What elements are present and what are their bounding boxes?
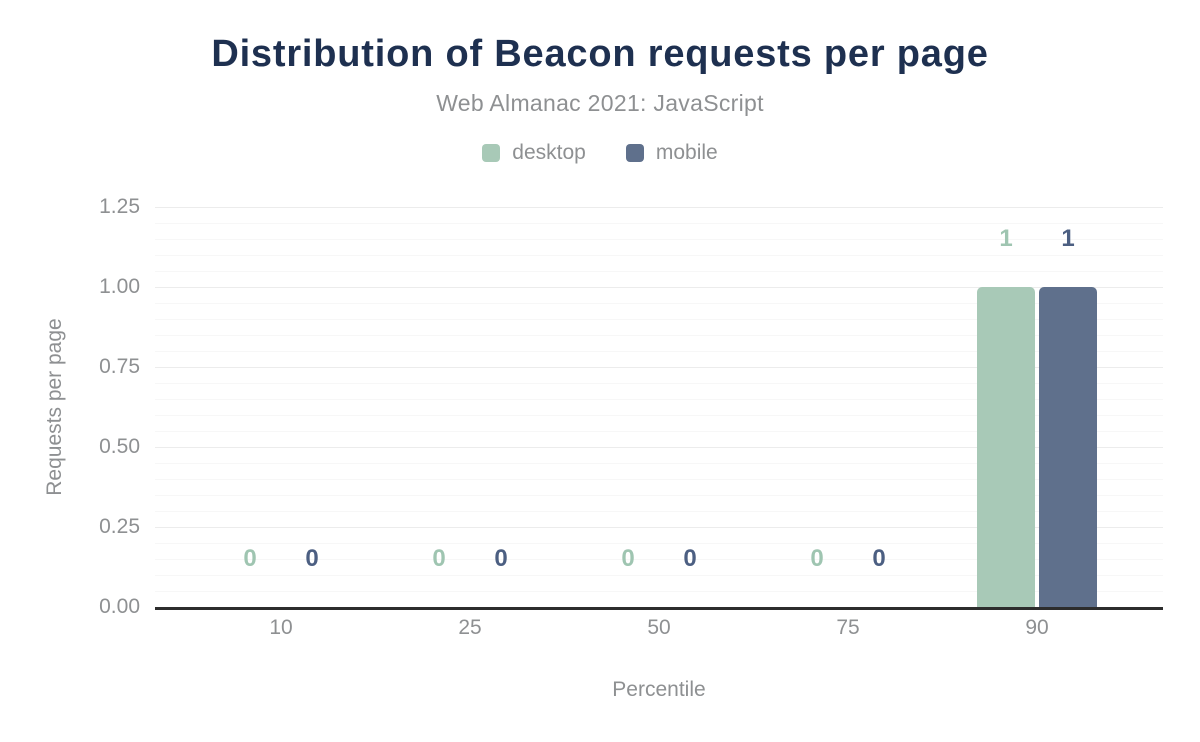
x-tick-label: 10	[269, 616, 293, 639]
legend: desktop mobile	[0, 141, 1200, 165]
bar-value-label: 0	[494, 545, 508, 572]
y-tick-label: 0.00	[99, 595, 140, 618]
bar-desktop-p90[interactable]	[977, 287, 1035, 607]
legend-swatch	[482, 144, 501, 162]
bar-value-label: 0	[305, 545, 319, 572]
chart-title: Distribution of Beacon requests per page	[211, 33, 989, 75]
bar-mobile-p90[interactable]	[1039, 287, 1097, 607]
x-tick-label: 50	[647, 616, 671, 639]
legend-swatch	[625, 144, 644, 162]
y-tick-label: 1.25	[99, 195, 140, 218]
y-axis-title: Requests per page	[43, 318, 66, 496]
bar-value-label: 0	[683, 545, 697, 572]
y-tick-label: 1.00	[99, 275, 140, 298]
y-tick-label: 0.50	[99, 435, 140, 458]
legend-item-mobile[interactable]: mobile	[625, 141, 718, 165]
x-tick-label: 90	[1025, 616, 1049, 639]
legend-label: desktop	[512, 141, 586, 164]
y-tick-label: 0.25	[99, 515, 140, 538]
chart-subtitle: Web Almanac 2021: JavaScript	[436, 90, 764, 116]
bar-value-label: 0	[872, 545, 886, 572]
y-tick-label: 0.75	[99, 355, 140, 378]
plot-area: 0 0 0 0 1 0 0 0 0 1	[155, 207, 1163, 610]
x-axis-title: Percentile	[612, 678, 706, 701]
bar-value-label: 1	[999, 225, 1013, 252]
x-tick-label: 25	[458, 616, 482, 639]
x-tick-label: 75	[836, 616, 860, 639]
legend-label: mobile	[655, 141, 718, 164]
legend-item-desktop[interactable]: desktop	[482, 141, 586, 165]
bar-value-label: 0	[621, 545, 635, 572]
bar-value-label: 0	[432, 545, 446, 572]
bar-value-label: 0	[810, 545, 824, 572]
bar-value-label: 0	[243, 545, 257, 572]
bar-value-label: 1	[1061, 225, 1075, 252]
